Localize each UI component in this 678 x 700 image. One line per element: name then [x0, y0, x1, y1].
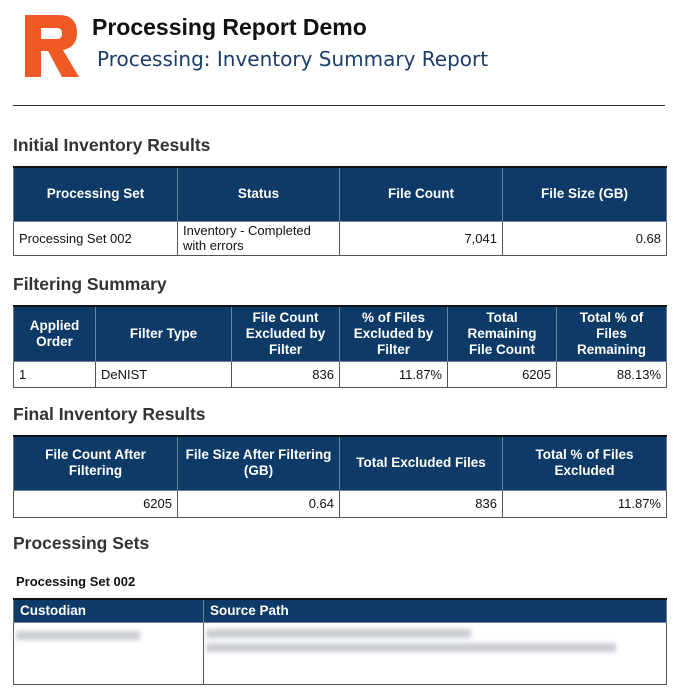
- table-cell: 0.64: [177, 489, 340, 518]
- data-table: File Count After Filtering File Size Afte…: [13, 435, 667, 518]
- report-subtitle: Processing: Inventory Summary Report: [97, 47, 489, 71]
- column-header: Processing Set: [13, 166, 178, 222]
- data-table: Custodian Source Path: [13, 598, 667, 685]
- divider: [13, 105, 665, 106]
- column-header: % of Files Excluded by Filter: [339, 305, 448, 362]
- table-cell: 11.87%: [502, 489, 667, 518]
- table-cell: 0.68: [502, 220, 667, 256]
- table-cell: 1: [13, 360, 96, 388]
- table-cell: 11.87%: [339, 360, 448, 388]
- table-cell: 6205: [13, 489, 178, 518]
- column-header: Applied Order: [13, 305, 96, 362]
- data-table: Applied Order Filter Type File Count Exclu…: [13, 305, 667, 388]
- data-table: Processing Set Status File Count File Size …: [13, 166, 667, 256]
- data-row: 6205 0.64 836 11.87%: [13, 489, 667, 518]
- redacted-text: [16, 631, 140, 640]
- table-cell: 6205: [447, 360, 557, 388]
- section-heading: Initial Inventory Results: [13, 135, 211, 155]
- section-heading: Processing Sets: [13, 533, 150, 553]
- column-header: Total % of Files Excluded: [502, 435, 667, 491]
- redacted-text: [206, 629, 471, 638]
- header-row: Processing Set Status File Count File Size …: [13, 166, 667, 222]
- header-row: Custodian Source Path: [13, 598, 667, 623]
- redacted-text: [206, 643, 616, 652]
- column-header: Total Excluded Files: [339, 435, 503, 491]
- section-subheading: Processing Set 002: [16, 574, 136, 589]
- table-cell: 836: [231, 360, 340, 388]
- section-heading: Final Inventory Results: [13, 404, 206, 424]
- table-cell: 836: [339, 489, 503, 518]
- section-heading: Filtering Summary: [13, 274, 167, 294]
- column-header: File Size After Filtering (GB): [177, 435, 340, 491]
- table-cell: Inventory - Completed with errors: [177, 220, 340, 256]
- column-header: Custodian: [13, 598, 204, 623]
- column-header: File Count After Filtering: [13, 435, 178, 491]
- header-row: Applied Order Filter Type File Count Exclu…: [13, 305, 667, 362]
- header-row: File Count After Filtering File Size Afte…: [13, 435, 667, 491]
- column-header: File Count: [339, 166, 503, 222]
- column-header: File Count Excluded by Filter: [231, 305, 340, 362]
- column-header: Filter Type: [95, 305, 232, 362]
- column-header: File Size (GB): [502, 166, 667, 222]
- report-title: Processing Report Demo: [92, 14, 367, 40]
- table-cell: DeNIST: [95, 360, 232, 388]
- column-header: Total Remaining File Count: [447, 305, 557, 362]
- data-row: 1 DeNIST 836 11.87% 6205 88.13%: [13, 360, 667, 388]
- table-cell: 88.13%: [556, 360, 667, 388]
- table-cell: Processing Set 002: [13, 220, 178, 256]
- data-row: Processing Set 002 Inventory - Completed …: [13, 220, 667, 256]
- column-header: Status: [177, 166, 340, 222]
- logo: [25, 15, 79, 77]
- table-cell: 7,041: [339, 220, 503, 256]
- column-header: Source Path: [203, 598, 667, 623]
- column-header: Total % of Files Remaining: [556, 305, 667, 362]
